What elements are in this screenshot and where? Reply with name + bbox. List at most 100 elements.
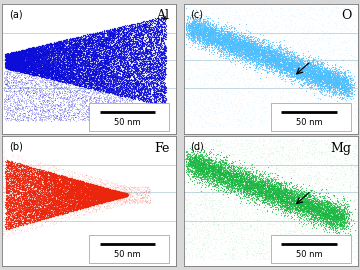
Point <box>188 24 193 28</box>
Point <box>40 213 45 217</box>
Point <box>8 171 14 176</box>
Point <box>78 184 84 189</box>
Point <box>197 147 202 151</box>
Point <box>269 183 274 187</box>
Point <box>81 71 87 75</box>
Point <box>293 206 299 211</box>
Point <box>89 197 94 202</box>
Point <box>354 253 360 257</box>
Point <box>339 93 345 97</box>
Point <box>339 72 345 76</box>
Point <box>102 181 107 185</box>
Point <box>135 26 140 30</box>
Point <box>107 183 113 187</box>
Point <box>126 92 132 96</box>
Point <box>28 192 34 197</box>
Point <box>255 171 261 176</box>
Point <box>308 199 314 203</box>
Point <box>58 185 63 189</box>
Point <box>334 14 340 18</box>
Point <box>59 183 65 187</box>
Point <box>54 198 60 203</box>
Point <box>263 190 269 194</box>
Point <box>319 149 325 154</box>
Point <box>163 66 168 70</box>
Point <box>235 181 241 185</box>
Point <box>224 171 230 175</box>
Point <box>74 194 80 199</box>
Point <box>38 72 44 76</box>
Point <box>0 199 6 203</box>
Point <box>342 150 348 155</box>
Point <box>342 75 348 79</box>
Point <box>81 195 87 199</box>
Point <box>26 64 31 69</box>
Point <box>74 55 80 59</box>
Point <box>17 64 23 69</box>
Point <box>229 152 235 156</box>
Point <box>23 52 29 56</box>
Point <box>45 107 50 112</box>
Point <box>14 61 20 65</box>
Point <box>314 202 320 206</box>
Point <box>23 207 29 211</box>
Point <box>31 167 36 172</box>
Point <box>312 69 318 74</box>
Point <box>270 170 276 175</box>
Point <box>4 59 10 63</box>
Point <box>194 30 200 34</box>
Point <box>321 205 327 210</box>
Point <box>156 47 161 51</box>
Point <box>18 55 24 59</box>
Point <box>209 26 215 30</box>
Point <box>121 85 126 89</box>
Point <box>113 53 119 58</box>
Point <box>326 32 332 37</box>
Point <box>44 184 49 188</box>
Point <box>117 83 122 88</box>
Point <box>72 72 78 76</box>
Point <box>99 197 105 201</box>
Point <box>96 188 102 192</box>
Point <box>294 148 300 153</box>
Point <box>243 111 248 116</box>
Point <box>238 48 244 53</box>
Point <box>25 62 31 66</box>
Point <box>303 186 309 190</box>
Point <box>39 185 45 190</box>
Point <box>132 78 138 82</box>
Point <box>245 202 251 206</box>
Point <box>91 53 96 58</box>
Point <box>13 186 18 190</box>
Point <box>59 90 65 95</box>
Point <box>55 191 61 195</box>
Point <box>216 12 221 17</box>
Point <box>83 192 89 196</box>
Point <box>27 58 33 63</box>
Point <box>78 68 84 73</box>
Point <box>234 177 239 181</box>
Point <box>344 86 350 91</box>
Point <box>267 181 273 185</box>
Point <box>240 172 246 176</box>
Point <box>105 190 111 194</box>
Point <box>107 191 113 195</box>
Point <box>112 74 118 79</box>
Point <box>354 202 360 206</box>
Point <box>292 63 297 67</box>
Point <box>17 207 23 211</box>
Point <box>53 73 59 77</box>
Point <box>57 51 62 55</box>
Point <box>87 109 93 113</box>
Point <box>22 60 27 65</box>
Point <box>78 195 84 200</box>
Point <box>254 70 260 75</box>
Point <box>273 64 279 68</box>
Point <box>49 218 55 223</box>
Point <box>37 115 42 119</box>
Point <box>287 66 292 70</box>
Point <box>110 99 116 104</box>
Point <box>264 57 269 61</box>
Point <box>6 181 12 185</box>
Point <box>213 241 219 245</box>
